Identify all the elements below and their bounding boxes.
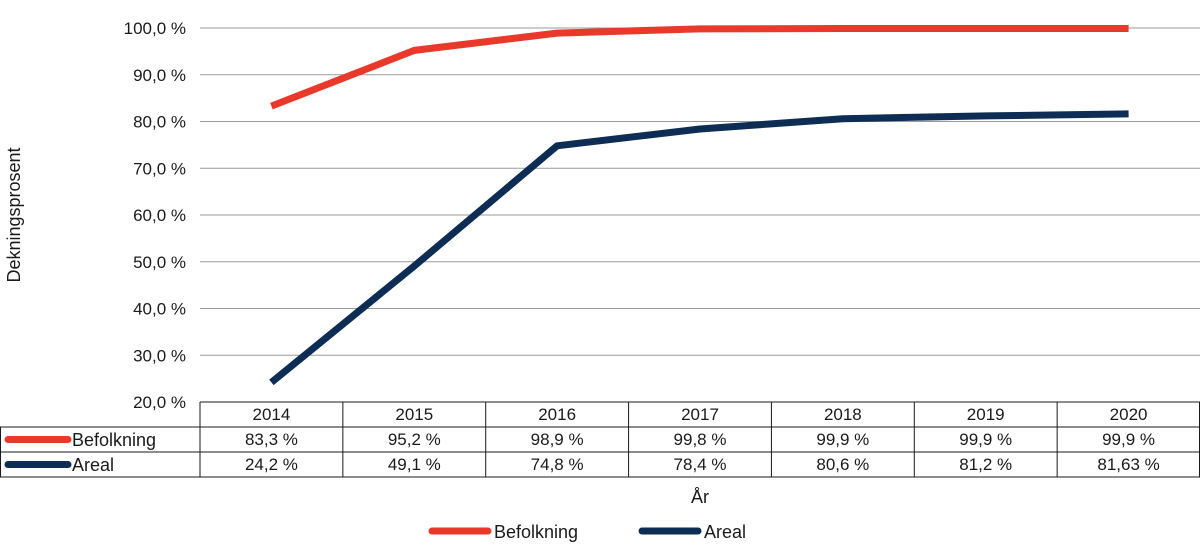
x-tick-label: 2014	[253, 405, 291, 424]
y-tick-label: 60,0 %	[133, 206, 186, 225]
y-tick-label: 20,0 %	[133, 393, 186, 412]
data-label: 99,9 %	[816, 430, 869, 449]
legend: Befolkning Areal	[428, 522, 746, 542]
y-axis-ticks: 20,0 % 30,0 % 40,0 % 50,0 % 60,0 % 70,0 % 80,0…	[124, 19, 186, 412]
legend-label: Befolkning	[494, 522, 578, 542]
y-axis-label: Dekningsprosent	[4, 147, 24, 282]
data-label: 81,63 %	[1097, 455, 1159, 474]
data-label: 83,3 %	[245, 430, 298, 449]
y-tick-label: 30,0 %	[133, 346, 186, 365]
data-label: 80,6 %	[816, 455, 869, 474]
x-tick-label: 2015	[395, 405, 433, 424]
data-label: 24,2 %	[245, 455, 298, 474]
y-tick-label: 40,0 %	[133, 300, 186, 319]
data-label: 99,9 %	[959, 430, 1012, 449]
series-lines	[269, 25, 1129, 386]
series-line-areal	[269, 110, 1129, 386]
y-tick-label: 80,0 %	[133, 113, 186, 132]
y-tick-label: 70,0 %	[133, 159, 186, 178]
table-row-label: Areal	[72, 455, 114, 475]
table-row-label: Befolkning	[72, 430, 156, 450]
x-axis-label: År	[691, 487, 709, 507]
y-tick-label: 50,0 %	[133, 253, 186, 272]
y-tick-label: 90,0 %	[133, 66, 186, 85]
data-label: 74,8 %	[531, 455, 584, 474]
series-line-befolkning	[270, 25, 1129, 110]
x-tick-label: 2019	[967, 405, 1005, 424]
x-tick-label: 2016	[538, 405, 576, 424]
data-label: 81,2 %	[959, 455, 1012, 474]
data-label: 99,8 %	[674, 430, 727, 449]
x-tick-label: 2017	[681, 405, 719, 424]
data-label: 95,2 %	[388, 430, 441, 449]
data-label: 99,9 %	[1102, 430, 1155, 449]
data-label: 49,1 %	[388, 455, 441, 474]
x-tick-label: 2020	[1110, 405, 1148, 424]
x-tick-label: 2018	[824, 405, 862, 424]
data-label: 78,4 %	[674, 455, 727, 474]
legend-label: Areal	[704, 522, 746, 542]
y-tick-label: 100,0 %	[124, 19, 186, 38]
data-table: 2014 2015 2016 2017 2018 2019 2020 Befolkning 83…	[0, 401, 1200, 478]
data-label: 98,9 %	[531, 430, 584, 449]
